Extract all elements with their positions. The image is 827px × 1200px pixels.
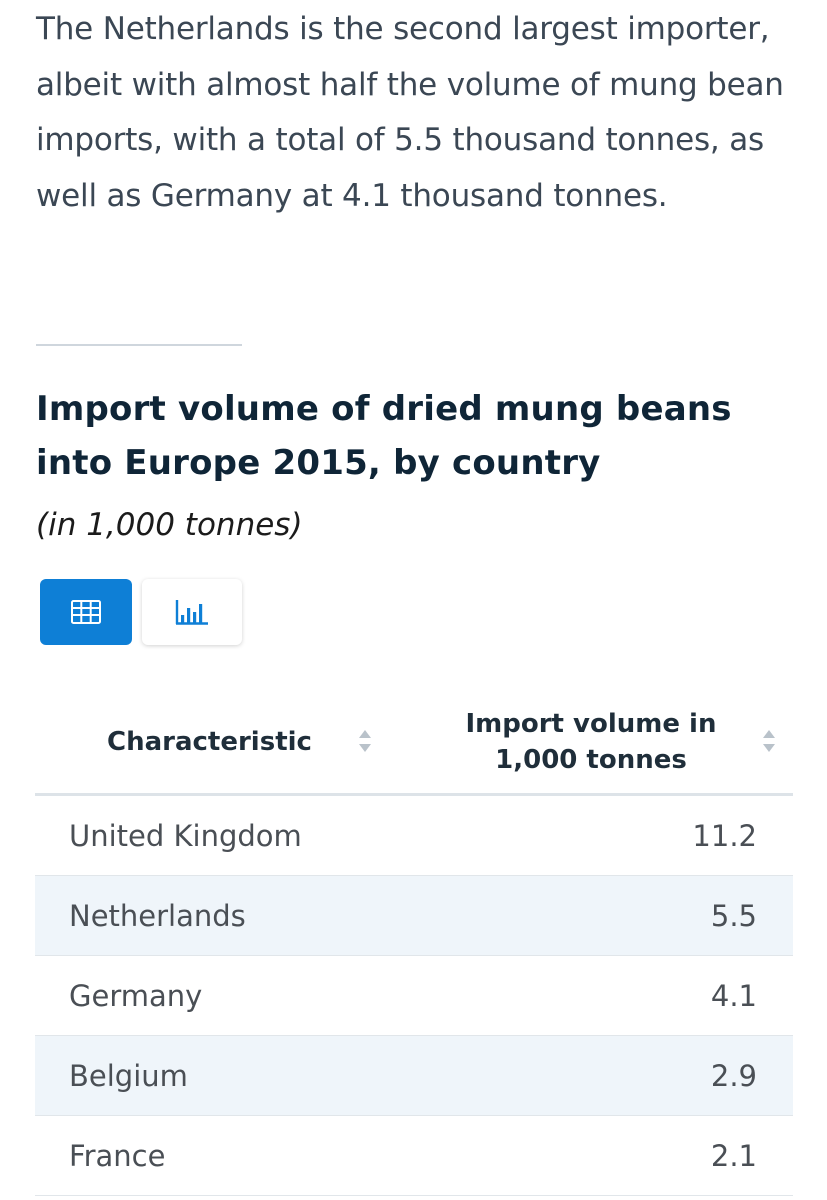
- table-row: France 2.1: [35, 1116, 793, 1196]
- row-value: 2.9: [710, 1058, 757, 1093]
- chart-view-button[interactable]: [142, 579, 242, 645]
- row-value: 4.1: [710, 978, 757, 1013]
- row-country: Netherlands: [69, 898, 246, 933]
- row-country: United Kingdom: [69, 818, 302, 853]
- row-value: 5.5: [710, 898, 757, 933]
- column-header-label: Characteristic: [107, 726, 312, 757]
- bar-chart-icon: [175, 600, 208, 625]
- column-header-characteristic[interactable]: Characteristic: [35, 690, 371, 793]
- table-grid-icon: [71, 600, 101, 624]
- article-paragraph: The Netherlands is the second largest im…: [36, 11, 784, 214]
- view-toggle: [40, 579, 242, 645]
- section-divider: [36, 344, 242, 346]
- sort-icon[interactable]: [762, 727, 776, 755]
- data-table: Characteristic Import volume in 1,000 to…: [35, 690, 793, 1196]
- column-header-import-volume[interactable]: Import volume in 1,000 tonnes: [435, 690, 793, 793]
- table-row: Belgium 2.9: [35, 1036, 793, 1116]
- table-row: United Kingdom 11.2: [35, 796, 793, 876]
- table-header: Characteristic Import volume in 1,000 to…: [35, 690, 793, 796]
- table-row: Netherlands 5.5: [35, 876, 793, 956]
- row-country: France: [69, 1138, 166, 1173]
- chart-subtitle: (in 1,000 tonnes): [36, 507, 303, 543]
- row-country: Belgium: [69, 1058, 188, 1093]
- sort-icon[interactable]: [358, 727, 372, 755]
- row-value: 11.2: [692, 818, 757, 853]
- chart-title: Import volume of dried mung beans into E…: [36, 389, 732, 483]
- table-view-button[interactable]: [40, 579, 132, 645]
- column-header-label: Import volume in 1,000 tonnes: [465, 708, 717, 775]
- row-country: Germany: [69, 978, 203, 1013]
- table-row: Germany 4.1: [35, 956, 793, 1036]
- row-value: 2.1: [710, 1138, 757, 1173]
